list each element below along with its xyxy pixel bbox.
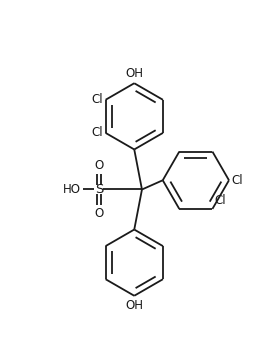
Text: O: O	[94, 159, 104, 172]
Text: OH: OH	[125, 299, 143, 312]
Text: HO: HO	[63, 183, 81, 196]
Text: Cl: Cl	[214, 194, 226, 207]
Text: Cl: Cl	[92, 93, 103, 106]
Text: O: O	[94, 207, 104, 220]
Text: OH: OH	[125, 67, 143, 80]
Text: Cl: Cl	[92, 126, 103, 139]
Text: S: S	[95, 183, 103, 196]
Text: Cl: Cl	[231, 174, 243, 187]
